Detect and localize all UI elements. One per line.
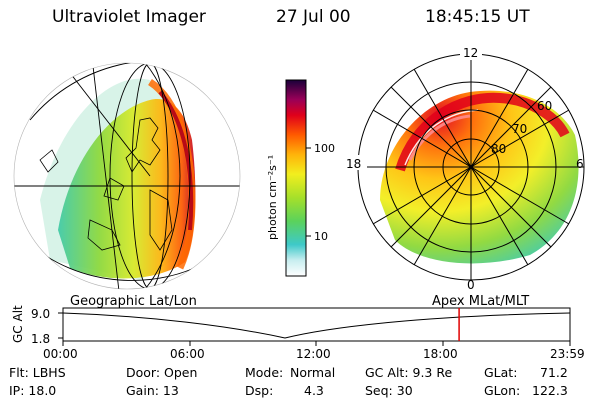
ip-info: IP: 18.0 xyxy=(9,383,57,398)
instrument-title: Ultraviolet Imager xyxy=(52,7,206,27)
door-info: Door: Open xyxy=(126,365,198,380)
observation-time: 18:45:15 UT xyxy=(425,7,530,27)
colorbar-label: photon cm⁻²s⁻¹ xyxy=(266,155,279,240)
time-tick-1200: 12:00 xyxy=(296,347,331,361)
colorbar-scale xyxy=(285,79,307,277)
time-tick-1800: 18:00 xyxy=(423,347,458,361)
glon-label: GLon: xyxy=(484,383,521,398)
alt-tick-9: 9.0 xyxy=(31,307,50,321)
polar-view: 12 18 6 0 60 70 80 xyxy=(343,45,585,292)
alt-axis-label: GC Alt xyxy=(11,305,25,343)
mode-value: Normal xyxy=(290,365,336,380)
geographic-label: Geographic Lat/Lon xyxy=(70,294,197,309)
time-tick-2359: 23:59 xyxy=(550,347,585,361)
time-tick-0000: 00:00 xyxy=(43,347,78,361)
mlt-label-6: 6 xyxy=(576,157,584,171)
gc-alt-info: GC Alt: 9.3 Re xyxy=(365,365,453,380)
colorbar: 100 10 photon cm⁻²s⁻¹ xyxy=(266,79,335,277)
dsp-value: 4.3 xyxy=(304,383,324,398)
time-tick-0600: 06:00 xyxy=(170,347,205,361)
colorbar-tick-10: 10 xyxy=(314,230,328,243)
altitude-curve xyxy=(62,312,571,339)
glat-value: 71.2 xyxy=(540,365,568,380)
mlat-label-70: 70 xyxy=(512,122,527,136)
mlat-label-80: 80 xyxy=(491,142,506,156)
mode-label: Mode: xyxy=(245,365,284,380)
gain-info: Gain: 13 xyxy=(126,383,179,398)
altitude-timeline: 9.0 1.8 GC Alt 00:00 06:00 12:00 18:00 2… xyxy=(11,305,585,361)
glat-label: GLat: xyxy=(484,365,518,380)
mlat-label-60: 60 xyxy=(537,99,552,113)
dsp-label: Dsp: xyxy=(245,383,274,398)
filter-info: Flt: LBHS xyxy=(9,365,66,380)
geographic-view xyxy=(13,62,241,290)
mlt-label-18: 18 xyxy=(346,157,361,171)
glon-value: 122.3 xyxy=(532,383,568,398)
apex-label: Apex MLat/MLT xyxy=(432,294,530,309)
observation-date: 27 Jul 00 xyxy=(276,7,351,27)
mlt-label-0: 0 xyxy=(467,278,475,292)
alt-tick-1-8: 1.8 xyxy=(31,332,50,346)
mlt-label-12: 12 xyxy=(463,46,478,60)
seq-info: Seq: 30 xyxy=(365,383,413,398)
colorbar-tick-100: 100 xyxy=(314,142,335,155)
